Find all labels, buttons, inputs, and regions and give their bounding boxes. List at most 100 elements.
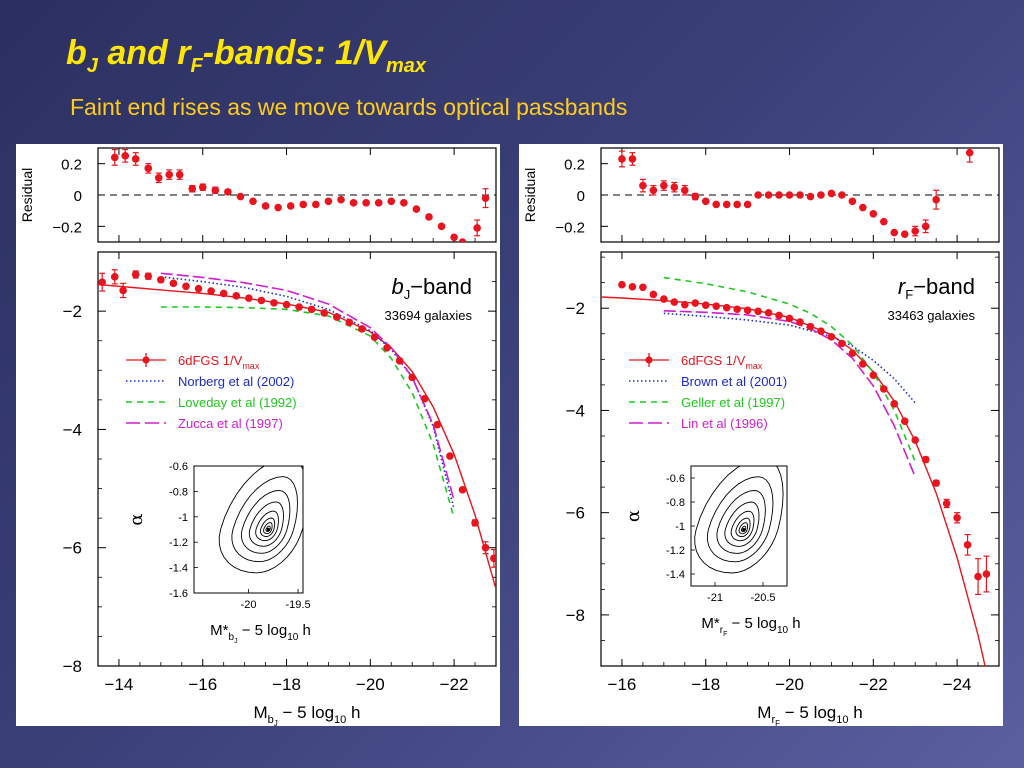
residual-points bbox=[618, 148, 974, 238]
data-point bbox=[420, 394, 429, 403]
title-b: b bbox=[66, 34, 87, 72]
residual-point bbox=[649, 186, 658, 195]
data-point bbox=[207, 287, 215, 295]
data-point bbox=[722, 303, 731, 312]
legend-label-text: Loveday et al (1992) bbox=[178, 395, 297, 410]
data-point bbox=[471, 519, 479, 527]
data-point bbox=[481, 543, 490, 552]
residual-point bbox=[932, 195, 940, 204]
residual-point bbox=[890, 228, 899, 237]
galaxy-count: 33694 galaxies bbox=[385, 308, 473, 323]
inset-x-label-sub: b bbox=[229, 632, 235, 643]
x-label-m: M bbox=[757, 703, 771, 722]
x-label-logsub: 10 bbox=[836, 714, 848, 726]
inset-x-label-tail: h bbox=[298, 622, 311, 639]
residual-point bbox=[701, 197, 710, 206]
legend-label: Zucca et al (1997) bbox=[178, 416, 283, 431]
inset-contour bbox=[730, 510, 755, 542]
galaxy-count: 33463 galaxies bbox=[888, 308, 976, 323]
x-axis-label: MrF − 5 log10 h bbox=[757, 703, 862, 726]
inset-x-label-post: − 5 log bbox=[727, 615, 777, 632]
data-point bbox=[869, 371, 878, 379]
inset-x-label-m: M* bbox=[701, 615, 719, 632]
curve-geller bbox=[663, 276, 916, 462]
residual-point bbox=[965, 148, 974, 157]
data-point bbox=[691, 299, 700, 307]
residual-point bbox=[481, 194, 490, 202]
residual-point bbox=[473, 224, 481, 232]
x-tick-label: −24 bbox=[943, 675, 972, 694]
data-point bbox=[890, 400, 899, 408]
data-point bbox=[733, 305, 741, 314]
residual-point bbox=[249, 197, 257, 206]
residual-point bbox=[198, 183, 207, 191]
x-label-subsub: J bbox=[274, 719, 278, 726]
legend-label: 6dFGS 1/Vmax bbox=[681, 353, 763, 371]
residual-point bbox=[299, 200, 308, 209]
residual-point bbox=[224, 188, 232, 196]
data-point bbox=[119, 286, 127, 295]
legend-label-text: Lin et al (1996) bbox=[681, 416, 768, 431]
legend-swatch-point bbox=[142, 356, 150, 364]
inset-y-tick-label: -1 bbox=[178, 512, 188, 524]
residual-point bbox=[722, 200, 731, 209]
data-point bbox=[245, 294, 253, 302]
curve-6dfgs-fit bbox=[601, 296, 986, 666]
data-point bbox=[169, 279, 178, 288]
residual-y-tick-label: 0 bbox=[577, 188, 585, 205]
residual-point bbox=[349, 199, 358, 207]
x-tick-label: −22 bbox=[859, 675, 888, 694]
data-point bbox=[701, 301, 710, 309]
legend-label-sub: max bbox=[745, 361, 763, 371]
inset-x-tick-label: -19.5 bbox=[286, 599, 311, 611]
x-label-logsub: 10 bbox=[334, 714, 346, 726]
data-point bbox=[333, 313, 341, 321]
inset-x-label-subsub: F bbox=[723, 631, 727, 638]
data-point bbox=[932, 479, 940, 487]
inset-y-tick-label: -1.4 bbox=[169, 563, 188, 575]
inset-contour bbox=[724, 501, 760, 547]
data-points bbox=[98, 269, 496, 568]
legend-label: Brown et al (2001) bbox=[681, 374, 787, 389]
data-point bbox=[942, 499, 951, 508]
inset-contour bbox=[735, 517, 751, 538]
data-point bbox=[182, 282, 190, 291]
data-point bbox=[110, 273, 119, 281]
legend-label-text: Geller et al (1997) bbox=[681, 395, 785, 410]
inset-contour bbox=[255, 510, 279, 542]
residual-point bbox=[324, 197, 333, 206]
residual-point bbox=[312, 200, 320, 209]
data-point bbox=[395, 357, 404, 365]
residual-point bbox=[450, 233, 458, 242]
inset-x-label-post: − 5 log bbox=[238, 622, 288, 639]
inset-contour bbox=[231, 476, 298, 563]
data-point bbox=[911, 436, 920, 444]
inset-contour bbox=[694, 466, 784, 574]
data-point bbox=[806, 322, 815, 331]
inset-y-tick-label: -0.8 bbox=[169, 486, 188, 498]
inset-contour bbox=[740, 525, 747, 533]
residual-point bbox=[110, 153, 119, 162]
data-point bbox=[458, 485, 467, 494]
data-point bbox=[785, 314, 794, 323]
title-and: and r bbox=[97, 34, 191, 72]
residual-point bbox=[154, 173, 163, 182]
x-tick-label: −22 bbox=[440, 675, 469, 694]
legend-label-text: 6dFGS 1/V bbox=[681, 353, 746, 368]
data-point bbox=[232, 291, 241, 300]
data-point bbox=[796, 318, 804, 326]
x-label-post: − 5 log bbox=[278, 703, 334, 722]
legend-label-sub: max bbox=[242, 361, 260, 371]
data-point bbox=[660, 295, 668, 303]
data-point bbox=[900, 417, 909, 425]
residual-points bbox=[110, 148, 490, 242]
inset-y-label: α bbox=[623, 510, 644, 522]
residual-point bbox=[628, 155, 637, 163]
residual-y-tick-label: 0 bbox=[74, 188, 82, 205]
legend-label: 6dFGS 1/Vmax bbox=[178, 353, 260, 371]
inset-contour bbox=[240, 489, 291, 554]
x-tick-label: −14 bbox=[105, 675, 134, 694]
residual-point bbox=[764, 191, 773, 199]
residual-y-tick-label: 0.2 bbox=[61, 157, 82, 174]
inset-contour bbox=[265, 525, 271, 533]
